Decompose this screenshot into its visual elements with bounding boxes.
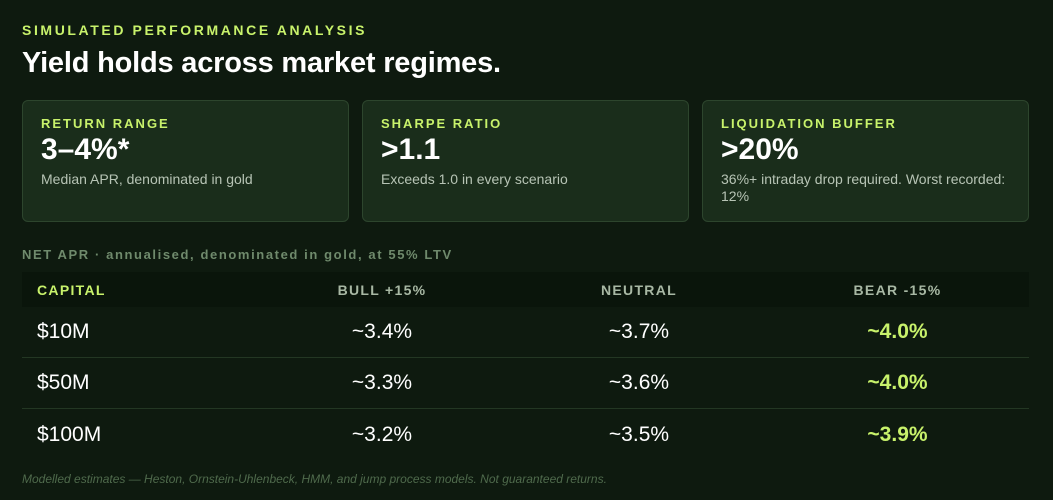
metric-cards: RETURN RANGE 3–4%* Median APR, denominat…	[22, 100, 1029, 222]
card-liquidation-buffer: LIQUIDATION BUFFER >20% 36%+ intraday dr…	[702, 100, 1029, 222]
table-row: $10M ~3.4% ~3.7% ~4.0%	[22, 307, 1029, 358]
table-caption: NET APR · annualised, denominated in gol…	[22, 247, 453, 262]
card-label: RETURN RANGE	[41, 116, 170, 131]
card-description: 36%+ intraday drop required. Worst recor…	[721, 171, 1006, 204]
cell-bear: ~3.9%	[867, 422, 928, 446]
page-title: Yield holds across market regimes.	[22, 47, 501, 79]
cell-capital: $50M	[37, 371, 90, 394]
cell-bull: ~3.2%	[351, 422, 413, 446]
cell-bear: ~4.0%	[867, 320, 928, 343]
cell-bull: ~3.3%	[351, 371, 413, 394]
column-header-capital: CAPITAL	[37, 281, 106, 298]
column-header-bull: BULL +15%	[337, 281, 427, 298]
card-label: LIQUIDATION BUFFER	[721, 116, 897, 131]
table-row: $50M ~3.3% ~3.6% ~4.0%	[22, 358, 1029, 409]
card-description: Median APR, denominated in gold	[41, 171, 253, 187]
card-sharpe-ratio: SHARPE RATIO >1.1 Exceeds 1.0 in every s…	[362, 100, 689, 222]
card-label: SHARPE RATIO	[381, 116, 503, 131]
card-description: Exceeds 1.0 in every scenario	[381, 171, 568, 187]
cell-neutral: ~3.7%	[608, 320, 670, 343]
cell-capital: $10M	[37, 320, 90, 343]
cell-neutral: ~3.5%	[608, 422, 670, 446]
column-header-neutral: NEUTRAL	[601, 281, 677, 298]
column-header-bear: BEAR -15%	[853, 281, 942, 298]
table-header-row: CAPITAL BULL +15% NEUTRAL BEAR -15%	[22, 272, 1029, 307]
cell-neutral: ~3.6%	[608, 371, 670, 394]
cell-bear: ~4.0%	[867, 371, 928, 394]
card-value: >20%	[721, 133, 799, 166]
card-value: >1.1	[381, 133, 441, 166]
table-row: $100M ~3.2% ~3.5% ~3.9%	[22, 409, 1029, 460]
card-value: 3–4%*	[41, 133, 130, 166]
cell-capital: $100M	[37, 422, 102, 446]
apr-table: CAPITAL BULL +15% NEUTRAL BEAR -15% $10M…	[22, 272, 1029, 460]
cell-bull: ~3.4%	[351, 320, 413, 343]
eyebrow-label: SIMULATED PERFORMANCE ANALYSIS	[22, 22, 368, 38]
card-return-range: RETURN RANGE 3–4%* Median APR, denominat…	[22, 100, 349, 222]
disclaimer-footnote: Modelled estimates — Heston, Ornstein-Uh…	[22, 472, 607, 486]
